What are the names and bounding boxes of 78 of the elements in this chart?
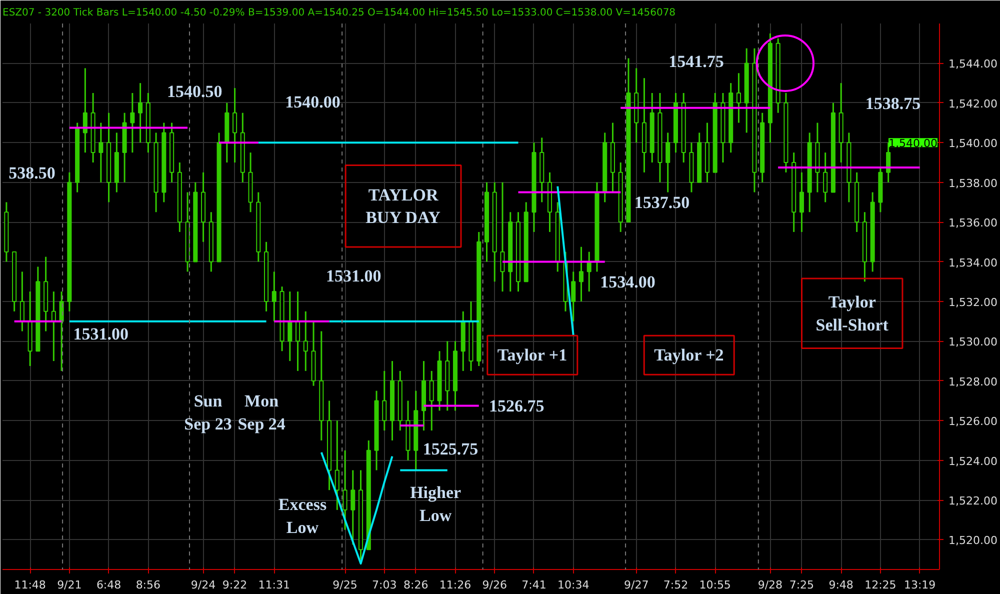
x-tick-label: 10:55 [699, 578, 731, 592]
y-tick-label: 1,532.00 [948, 296, 998, 309]
annotation: 1,540.00 [888, 137, 938, 150]
x-tick-label: 13:19 [904, 578, 936, 592]
x-tick-label: 7:03 [372, 578, 397, 592]
candlestick [736, 72, 741, 124]
x-tick-label: 7:52 [663, 578, 688, 592]
x-tick-label: 8:26 [404, 578, 428, 592]
annotation: 538.50 [8, 163, 56, 182]
y-tick-label: 1,540.00 [948, 137, 998, 150]
candlestick [350, 469, 356, 546]
candlestick [288, 290, 292, 362]
annotation: 1534.00 [600, 272, 656, 292]
annotation: 1531.00 [73, 324, 129, 344]
annotation: Sun Sep 23 [184, 392, 232, 434]
annotation: Higher Low [410, 483, 462, 525]
chart-title: ESZ07 - 3200 Tick Bars L=1540.00 -4.50 -0.29% B=1539.00 A=1540.25 O=1544.00 Hi=1545.50 Lo=1533.00 C=1538.00 V=1456078 [2, 8, 676, 18]
annotation: Excess Low [278, 494, 327, 537]
y-tick-label: 1,528.00 [948, 375, 998, 388]
candlestick [571, 270, 576, 322]
x-tick-label: 10:34 [558, 578, 590, 592]
x-tick-label: 11:26 [439, 578, 472, 592]
x-tick-label: 9/21 [57, 578, 82, 592]
x-tick-label: 9:22 [222, 578, 248, 592]
candlestick [799, 172, 804, 233]
annotation: Mon Sep 24 [238, 392, 286, 434]
candlestick [334, 420, 340, 511]
candlestick [382, 370, 387, 432]
candlestick [666, 132, 670, 194]
candlestick [232, 87, 238, 164]
x-tick-label: 7:41 [522, 578, 546, 592]
y-tick-label: 1,542.00 [948, 97, 998, 110]
candlestick [500, 182, 505, 292]
x-tick-label: 9/24 [190, 578, 216, 592]
candlestick [429, 370, 434, 432]
candlestick [296, 290, 300, 372]
annotation: 1538.75 [865, 94, 921, 113]
candlestick [138, 82, 143, 144]
y-tick-label: 1,526.00 [948, 415, 998, 428]
candlestick [342, 450, 348, 531]
x-tick-label: 9/25 [332, 578, 358, 592]
annotation: Taylor +1 [497, 346, 568, 365]
x-tick-label: 8:56 [136, 578, 161, 592]
annotation: 1531.00 [326, 266, 382, 286]
y-tick-label: 1,530.00 [948, 336, 998, 349]
y-tick-label: 1,534.00 [948, 256, 998, 270]
y-tick-label: 1,544.00 [948, 58, 998, 71]
annotation: Taylor +2 [654, 346, 724, 365]
annotation: 1526.75 [489, 396, 544, 416]
x-tick-label: 7:25 [789, 578, 814, 592]
x-tick-label: 9:48 [828, 578, 854, 592]
y-tick-label: 1,520.00 [948, 534, 998, 548]
annotation: TAYLOR BUY DAY [366, 185, 440, 228]
candlestick [886, 142, 891, 184]
annotation: 1540.50 [167, 82, 222, 102]
candlestick [272, 270, 276, 322]
candlestick [98, 122, 104, 184]
x-tick-label: 9/27 [624, 578, 649, 592]
annotation: Taylor Sell-Short [816, 292, 889, 334]
x-tick-label: 11:48 [14, 578, 46, 592]
annotation: 1541.75 [668, 52, 724, 71]
candlestick [20, 270, 24, 332]
x-tick-label: 9/28 [758, 578, 783, 592]
y-tick-label: 1,538.00 [948, 176, 998, 190]
candlestick [130, 92, 135, 154]
annotation: 1525.75 [422, 439, 478, 458]
x-tick-label: 6:48 [96, 578, 122, 592]
candlestick [578, 246, 584, 302]
x-tick-label: 9/26 [482, 578, 507, 592]
y-tick-label: 1,524.00 [948, 454, 998, 468]
y-tick-label: 1,536.00 [948, 216, 998, 230]
x-tick-label: 12:25 [864, 578, 896, 592]
y-tick-label: 1,522.00 [948, 494, 998, 508]
candlestick [303, 310, 308, 372]
annotation: 1540.00 [285, 92, 340, 112]
x-tick-label: 11:31 [258, 578, 290, 592]
annotation: 1537.50 [634, 193, 690, 212]
candlestick [823, 152, 828, 203]
